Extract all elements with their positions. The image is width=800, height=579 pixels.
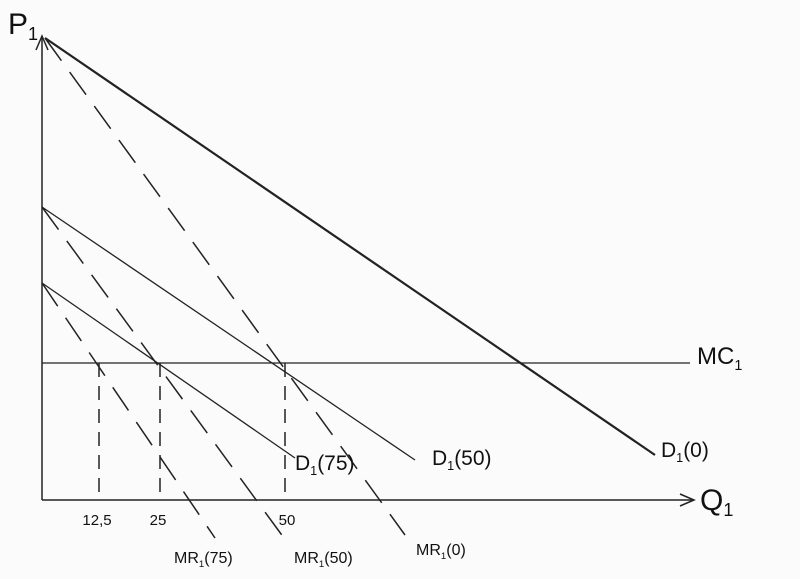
demand-label: D1(75) bbox=[295, 452, 355, 478]
tick-label: 50 bbox=[279, 512, 296, 529]
mr-50 bbox=[41, 206, 285, 539]
label-tail: (0) bbox=[683, 439, 709, 462]
mr-label: MR1(50) bbox=[294, 550, 353, 570]
demand-label: D1(0) bbox=[661, 439, 709, 465]
demand-label: D1(50) bbox=[432, 447, 492, 473]
label-main: D bbox=[432, 447, 447, 470]
mc-label: MC1 bbox=[697, 343, 742, 374]
label-sub: 1 bbox=[723, 500, 733, 520]
label-tail: (75) bbox=[317, 452, 354, 475]
label-main: Q bbox=[700, 484, 723, 517]
label-tail: (0) bbox=[446, 542, 466, 559]
label-tail: (50) bbox=[454, 447, 491, 470]
demand-0 bbox=[44, 37, 656, 456]
label-sub: 1 bbox=[310, 464, 317, 478]
mr-0 bbox=[44, 37, 406, 536]
mr-label: MR1(0) bbox=[416, 542, 466, 562]
x-arrow bbox=[679, 493, 696, 507]
curves bbox=[41, 37, 690, 539]
label-tail: (75) bbox=[204, 550, 232, 567]
x-axis-label: Q1 bbox=[700, 484, 733, 520]
label-sub: 1 bbox=[28, 24, 38, 44]
label-main: MR bbox=[174, 550, 199, 567]
y-axis-label: P1 bbox=[8, 8, 38, 44]
label-sub: 1 bbox=[319, 559, 324, 570]
demand-75 bbox=[41, 282, 296, 459]
tick-label: 25 bbox=[150, 512, 167, 529]
label-main: MC bbox=[697, 343, 734, 370]
y-arrow bbox=[35, 34, 49, 51]
label-tail: (50) bbox=[324, 550, 352, 567]
label-main: MR bbox=[294, 550, 319, 567]
label-main: P bbox=[8, 8, 28, 41]
label-sub: 1 bbox=[447, 459, 454, 473]
label-sub: 1 bbox=[676, 451, 683, 465]
label-sub: 1 bbox=[734, 358, 742, 374]
axes bbox=[35, 34, 696, 507]
label-sub: 1 bbox=[199, 559, 204, 570]
mr-75 bbox=[41, 282, 216, 539]
demand-50 bbox=[41, 206, 416, 461]
label-main: D bbox=[661, 439, 676, 462]
label-sub: 1 bbox=[441, 551, 446, 562]
tick-label: 12,5 bbox=[82, 512, 111, 529]
mr-label: MR1(75) bbox=[174, 550, 233, 570]
label-main: D bbox=[295, 452, 310, 475]
label-main: MR bbox=[416, 542, 441, 559]
